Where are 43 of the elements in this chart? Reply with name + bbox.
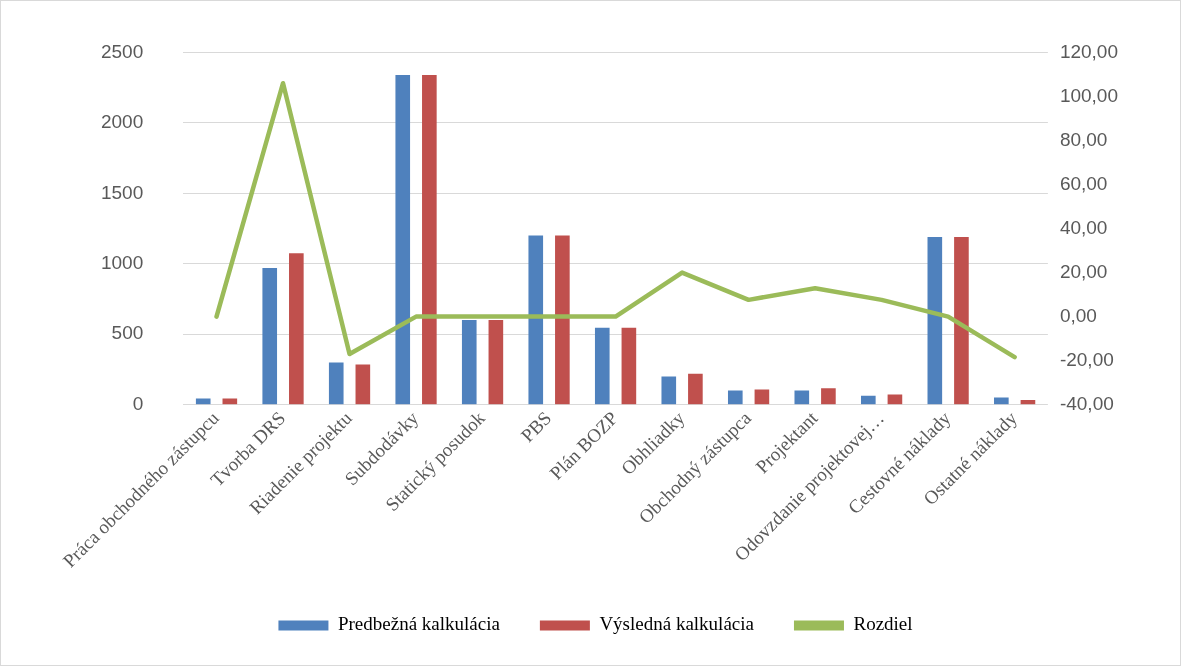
bar <box>289 253 304 405</box>
y2-tick-label: 20,00 <box>1059 260 1108 282</box>
y-tick-label: 2000 <box>100 111 144 133</box>
y2-tick-label: 120,00 <box>1059 40 1119 62</box>
bar <box>461 320 477 405</box>
bar <box>794 390 810 405</box>
bar <box>395 74 411 405</box>
legend-label: Výsledná kalkulácia <box>599 613 755 635</box>
bar <box>355 364 371 405</box>
bar <box>754 389 770 405</box>
x-tick-label: PBS <box>516 407 556 446</box>
bar <box>861 395 876 405</box>
y2-tick-label: 80,00 <box>1059 128 1108 150</box>
y-tick-label: 500 <box>111 322 144 344</box>
bar <box>528 235 544 405</box>
bar <box>954 236 969 405</box>
bar <box>555 235 570 405</box>
bar <box>488 320 504 405</box>
y2-tick-label: -20,00 <box>1059 348 1114 370</box>
bar <box>688 373 703 405</box>
bar <box>262 267 278 405</box>
bar <box>621 327 637 405</box>
y-tick-label: 0 <box>132 392 144 414</box>
bar <box>994 397 1009 405</box>
y-tick-label: 2500 <box>100 40 144 62</box>
bar <box>594 327 610 405</box>
y2-tick-label: 0,00 <box>1059 304 1097 326</box>
bar <box>727 390 743 405</box>
y2-tick-label: 60,00 <box>1059 172 1108 194</box>
y2-tick-label: 40,00 <box>1059 216 1108 238</box>
bar <box>821 388 836 405</box>
bar <box>1020 400 1036 405</box>
legend-label: Rozdiel <box>853 613 913 635</box>
y-tick-label: 1000 <box>100 251 144 273</box>
y2-tick-label: 100,00 <box>1059 84 1119 106</box>
bar <box>927 236 943 405</box>
bar <box>328 362 344 405</box>
legend-label: Predbežná kalkulácia <box>337 613 501 635</box>
y-tick-label: 1500 <box>100 181 144 203</box>
bar <box>661 376 677 405</box>
bar <box>422 74 437 405</box>
bar <box>195 398 211 405</box>
y2-tick-label: -40,00 <box>1059 392 1114 414</box>
